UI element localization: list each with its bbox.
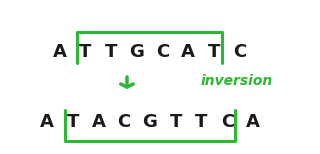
Text: C: C [117, 113, 131, 131]
Text: A: A [246, 113, 260, 131]
Text: T: T [79, 43, 91, 61]
Text: G: G [129, 43, 144, 61]
Text: C: C [221, 113, 234, 131]
Text: T: T [170, 113, 182, 131]
Text: A: A [92, 113, 105, 131]
Text: T: T [208, 43, 220, 61]
Text: inversion: inversion [201, 74, 273, 88]
Text: C: C [156, 43, 169, 61]
Text: A: A [181, 43, 195, 61]
Text: T: T [105, 43, 117, 61]
Text: A: A [52, 43, 66, 61]
Text: C: C [233, 43, 246, 61]
Text: G: G [142, 113, 157, 131]
Text: A: A [40, 113, 54, 131]
Text: T: T [66, 113, 79, 131]
Text: T: T [195, 113, 208, 131]
